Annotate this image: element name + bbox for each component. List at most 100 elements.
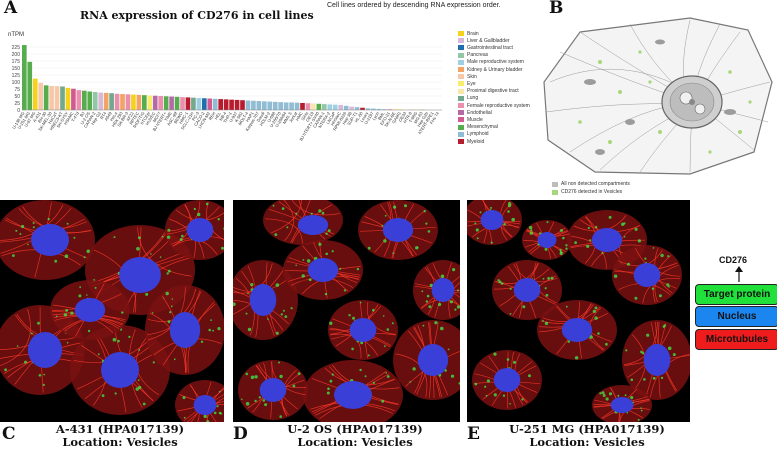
x-tick-label: HTR-8 xyxy=(402,110,413,124)
x-tick-label: HEL xyxy=(213,110,222,120)
vesicle xyxy=(542,277,545,280)
vesicle xyxy=(502,394,506,397)
vesicle xyxy=(4,368,7,372)
vesicle xyxy=(183,416,186,419)
legend-swatch xyxy=(458,38,464,44)
vesicle xyxy=(440,274,445,279)
y-tick-label: 100 xyxy=(12,80,21,86)
x-tick-label: K-562 xyxy=(234,110,245,123)
vesicle xyxy=(530,229,533,232)
vesicle xyxy=(605,397,609,401)
vesicle xyxy=(474,222,477,225)
vesicle xyxy=(630,378,634,382)
vesicle xyxy=(173,358,176,361)
y-tick-label: 200 xyxy=(12,52,21,58)
legend-swatch xyxy=(458,110,464,116)
vesicle xyxy=(506,358,510,361)
x-tick-label: BML xyxy=(377,110,386,121)
x-tick-label: RT4 xyxy=(99,110,108,120)
legend-label: Lymphoid xyxy=(467,131,489,138)
vesicle xyxy=(218,390,221,393)
legend-label: Pancreas xyxy=(467,52,489,59)
x-tick-label: NB-4 xyxy=(218,110,228,121)
vesicle xyxy=(223,227,224,230)
cell xyxy=(263,200,343,245)
bar xyxy=(392,109,398,110)
vesicle xyxy=(42,383,45,386)
vesicle xyxy=(634,227,638,231)
vesicle xyxy=(331,250,334,253)
nucleus xyxy=(101,352,139,388)
vesicle xyxy=(286,226,289,229)
bar xyxy=(343,105,349,110)
legend-entry: Endothelial xyxy=(458,109,492,116)
vesicle xyxy=(359,368,362,372)
caption-location: Location: Vesicles xyxy=(529,435,645,449)
vesicle xyxy=(117,339,120,343)
cell-legend-swatch xyxy=(552,189,558,195)
vesicle xyxy=(550,276,554,280)
x-tick-label: U-937 xyxy=(228,110,239,123)
vesicle xyxy=(372,308,375,312)
vesicle xyxy=(476,237,479,240)
cell xyxy=(472,350,542,410)
cell xyxy=(413,260,460,320)
vesicle xyxy=(182,396,186,400)
vesicle xyxy=(356,267,360,271)
caption-location: Location: Vesicles xyxy=(62,435,178,449)
cell xyxy=(0,200,95,280)
vesicle xyxy=(297,372,301,375)
vesicle xyxy=(101,394,105,397)
vesicle xyxy=(137,379,140,381)
bar xyxy=(65,87,71,110)
nucleus xyxy=(643,344,671,376)
vesicle xyxy=(138,385,142,390)
vesicle xyxy=(245,402,250,406)
arrow-up-icon xyxy=(735,266,743,282)
bar xyxy=(234,99,240,110)
microtubule xyxy=(270,200,302,234)
bar xyxy=(202,98,207,110)
vesicle xyxy=(416,246,419,249)
vesicle xyxy=(545,293,549,297)
vesicle xyxy=(47,217,50,221)
vesicle xyxy=(213,411,217,415)
vesicle xyxy=(565,244,568,247)
vesicle xyxy=(245,312,248,315)
bar xyxy=(174,96,180,110)
vesicle xyxy=(634,296,638,300)
cell-legend-label: All non detected compartments xyxy=(561,181,630,187)
vesicle xyxy=(331,373,334,376)
vesicle xyxy=(55,315,58,318)
bar xyxy=(98,92,104,110)
vesicle xyxy=(412,367,416,371)
vesicle xyxy=(274,233,278,236)
bar xyxy=(38,82,44,110)
vesicle xyxy=(169,311,172,314)
panel-label-a: A xyxy=(4,0,18,18)
legend-label: Lung xyxy=(467,95,479,102)
vesicle xyxy=(660,376,664,380)
legend-swatch xyxy=(458,45,464,51)
vesicle xyxy=(216,405,219,408)
vesicle xyxy=(272,204,275,207)
vesicle xyxy=(359,301,362,304)
bar xyxy=(120,94,125,110)
vesicle xyxy=(484,385,487,388)
nucleus xyxy=(537,232,557,248)
x-tick-label: OE19 xyxy=(305,110,315,122)
vesicle xyxy=(386,375,390,378)
vesicle xyxy=(426,294,430,298)
vesicle xyxy=(429,283,433,288)
bar xyxy=(223,99,229,110)
vesicle xyxy=(167,269,171,273)
x-tick-label: GAMG xyxy=(391,111,402,125)
bar xyxy=(365,108,371,110)
cell xyxy=(238,360,308,420)
bar xyxy=(27,61,33,110)
vesicle xyxy=(166,235,171,239)
bar xyxy=(311,103,316,110)
legend-entry: Lung xyxy=(458,95,478,102)
vesicle xyxy=(205,202,209,206)
vesicle xyxy=(112,337,117,342)
